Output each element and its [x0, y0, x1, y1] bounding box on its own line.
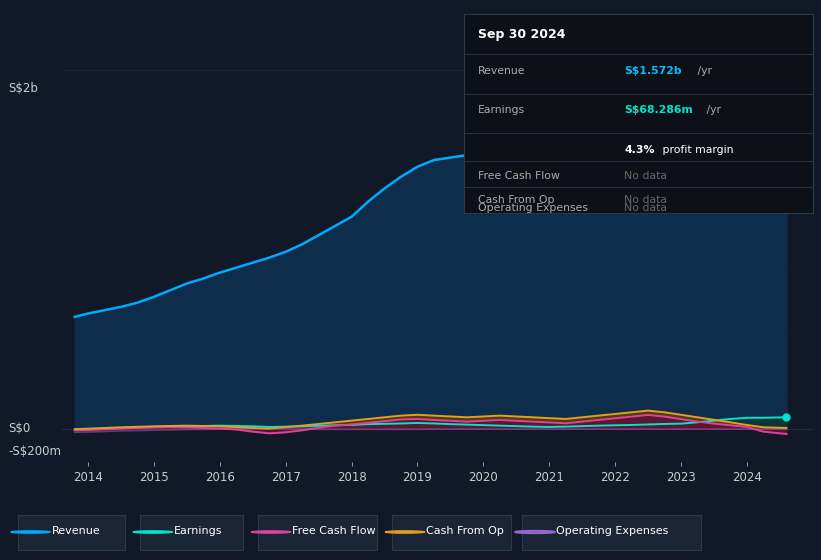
Text: No data: No data	[624, 203, 667, 213]
Text: Cash From Op: Cash From Op	[478, 195, 554, 205]
Text: Sep 30 2024: Sep 30 2024	[478, 28, 566, 41]
Circle shape	[133, 531, 172, 533]
Circle shape	[251, 531, 291, 533]
Text: S$2b: S$2b	[8, 82, 38, 95]
FancyBboxPatch shape	[259, 515, 378, 550]
Text: Earnings: Earnings	[478, 105, 525, 115]
Text: S$68.286m: S$68.286m	[624, 105, 693, 115]
Text: Revenue: Revenue	[52, 526, 101, 536]
FancyBboxPatch shape	[392, 515, 511, 550]
FancyBboxPatch shape	[140, 515, 243, 550]
Text: S$1.572b: S$1.572b	[624, 66, 682, 76]
Text: /yr: /yr	[703, 105, 721, 115]
Text: 4.3%: 4.3%	[624, 145, 655, 155]
Text: No data: No data	[624, 171, 667, 181]
Text: Revenue: Revenue	[478, 66, 525, 76]
Text: /yr: /yr	[695, 66, 712, 76]
FancyBboxPatch shape	[18, 515, 125, 550]
Text: profit margin: profit margin	[659, 145, 734, 155]
Text: Cash From Op: Cash From Op	[426, 526, 504, 536]
Text: No data: No data	[624, 195, 667, 205]
Text: Free Cash Flow: Free Cash Flow	[478, 171, 560, 181]
Text: S$0: S$0	[8, 422, 30, 435]
Text: Free Cash Flow: Free Cash Flow	[292, 526, 376, 536]
Text: -S$200m: -S$200m	[8, 445, 62, 458]
Circle shape	[11, 531, 50, 533]
Text: Operating Expenses: Operating Expenses	[557, 526, 668, 536]
Text: Earnings: Earnings	[174, 526, 222, 536]
Circle shape	[385, 531, 424, 533]
Text: Operating Expenses: Operating Expenses	[478, 203, 588, 213]
FancyBboxPatch shape	[522, 515, 700, 550]
